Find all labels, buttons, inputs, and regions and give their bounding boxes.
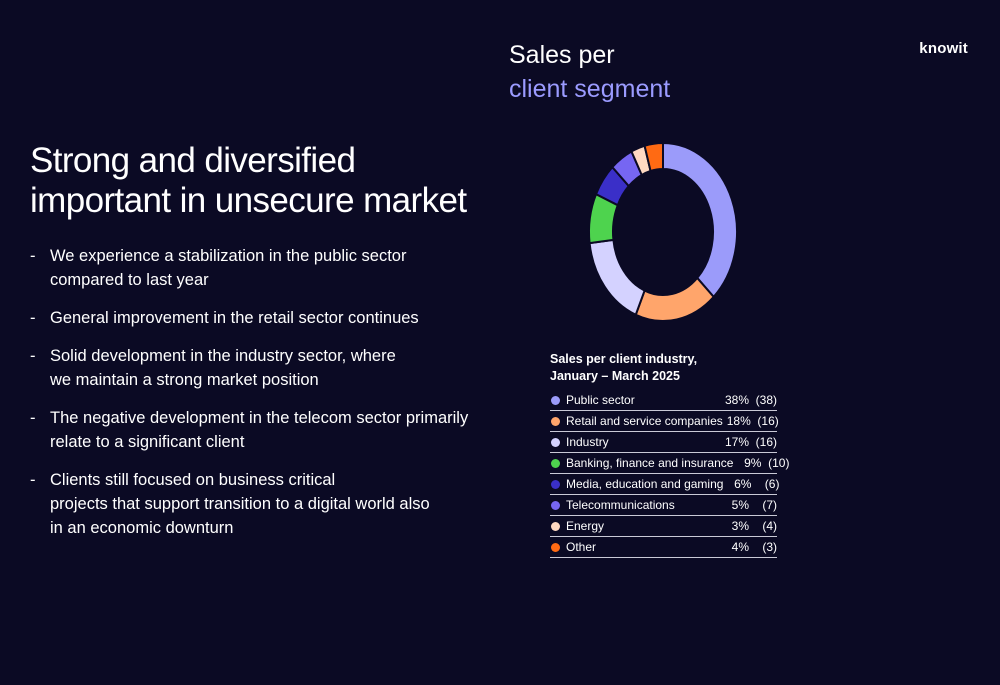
page-title-line2: important in unsecure market [30, 181, 467, 220]
page-title: Strong and diversified important in unse… [30, 141, 490, 221]
legend-label: Public sector [566, 393, 635, 407]
legend-swatch-icon [551, 416, 560, 426]
bullet-dash-icon: - [30, 409, 36, 427]
legend-previous-value: (16) [755, 435, 777, 449]
donut-slice [588, 238, 646, 317]
bullet-text: compared to last year [50, 271, 209, 289]
table-title-line2: January – March 2025 [550, 369, 680, 383]
legend-previous-value: (4) [762, 519, 777, 533]
bullet-list: - We experience a stabilization in the pu… [30, 244, 470, 554]
knowit-logo: knowit [919, 40, 968, 57]
bullet-dash-icon: - [30, 309, 36, 327]
legend-swatch-icon [551, 458, 560, 468]
legend-previous-value: (7) [762, 498, 777, 512]
bullet-text: Clients still focused on business critic… [50, 471, 336, 489]
legend-percent: 38% [724, 393, 749, 407]
bullet-text: in an economic downturn [50, 519, 234, 537]
bullet-item: - General improvement in the retail secto… [30, 306, 470, 330]
legend-label: Energy [566, 519, 605, 533]
bullet-item: - Solid development in the industry secto… [30, 344, 470, 392]
chart-heading: Sales per client segment [509, 38, 670, 106]
legend-swatch-icon [551, 500, 560, 510]
legend-percent: 17% [724, 435, 749, 449]
legend-swatch-icon [551, 521, 560, 531]
legend-label: Other [566, 540, 597, 554]
bullet-dash-icon: - [30, 471, 36, 489]
legend-label: Telecommunications [566, 498, 675, 512]
bullet-text: The negative development in the telecom … [50, 409, 469, 427]
legend-percent: 4% [731, 540, 749, 554]
bullet-item: - Clients still focused on business criti… [30, 468, 470, 540]
bullet-text: General improvement in the retail sector… [50, 309, 419, 327]
legend-row: Telecommunications 5% (7) [550, 495, 777, 516]
legend-percent: 18% [726, 414, 751, 428]
chart-heading-line1: Sales per [509, 41, 615, 69]
legend-row: Retail and service companies 18% (16) [550, 411, 779, 432]
legend-row: Industry 17% (16) [550, 432, 777, 453]
table-title: Sales per client industry, January – Mar… [550, 351, 697, 385]
donut-chart [588, 141, 738, 322]
legend-previous-value: (16) [757, 414, 779, 428]
legend-row: Other 4% (3) [550, 537, 777, 558]
legend-percent: 3% [731, 519, 749, 533]
legend-previous-value: (38) [755, 393, 777, 407]
legend-row: Public sector 38% (38) [550, 390, 777, 411]
page-title-line1: Strong and diversified [30, 141, 356, 180]
bullet-dash-icon: - [30, 347, 36, 365]
donut-slices [588, 141, 738, 322]
legend-previous-value: (10) [768, 456, 790, 470]
donut-slice [662, 141, 738, 299]
bullet-text: Solid development in the industry sector… [50, 347, 396, 365]
legend-previous-value: (6) [764, 477, 780, 491]
legend-percent: 6% [734, 477, 752, 491]
legend-label: Media, education and gaming [566, 477, 724, 491]
legend-swatch-icon [551, 479, 560, 489]
bullet-text: We experience a stabilization in the pub… [50, 247, 407, 265]
bullet-text: relate to a significant client [50, 433, 245, 451]
bullet-text: projects that support transition to a di… [50, 495, 430, 513]
bullet-item: - The negative development in the telecom… [30, 406, 470, 454]
bullet-text: we maintain a strong market position [50, 371, 319, 389]
legend-swatch-icon [551, 542, 560, 552]
bullet-item: - We experience a stabilization in the pu… [30, 244, 470, 292]
legend-previous-value: (3) [762, 540, 777, 554]
table-title-line1: Sales per client industry, [550, 352, 698, 366]
legend-swatch-icon [551, 395, 560, 405]
legend-table: Public sector 38% (38) Retail and service c… [550, 390, 789, 558]
legend-percent: 9% [744, 456, 762, 470]
legend-label: Industry [566, 435, 609, 449]
chart-heading-line2: client segment [509, 75, 671, 103]
legend-row: Media, education and gaming 6% (6) [550, 474, 780, 495]
legend-row: Energy 3% (4) [550, 516, 777, 537]
legend-percent: 5% [731, 498, 749, 512]
legend-row: Banking, finance and insurance 9% (10) [550, 453, 789, 474]
donut-slice [634, 276, 715, 322]
donut-slice [643, 141, 664, 173]
legend-swatch-icon [551, 437, 560, 447]
legend-label: Retail and service companies [566, 414, 723, 428]
bullet-dash-icon: - [30, 247, 36, 265]
legend-label: Banking, finance and insurance [566, 456, 734, 470]
